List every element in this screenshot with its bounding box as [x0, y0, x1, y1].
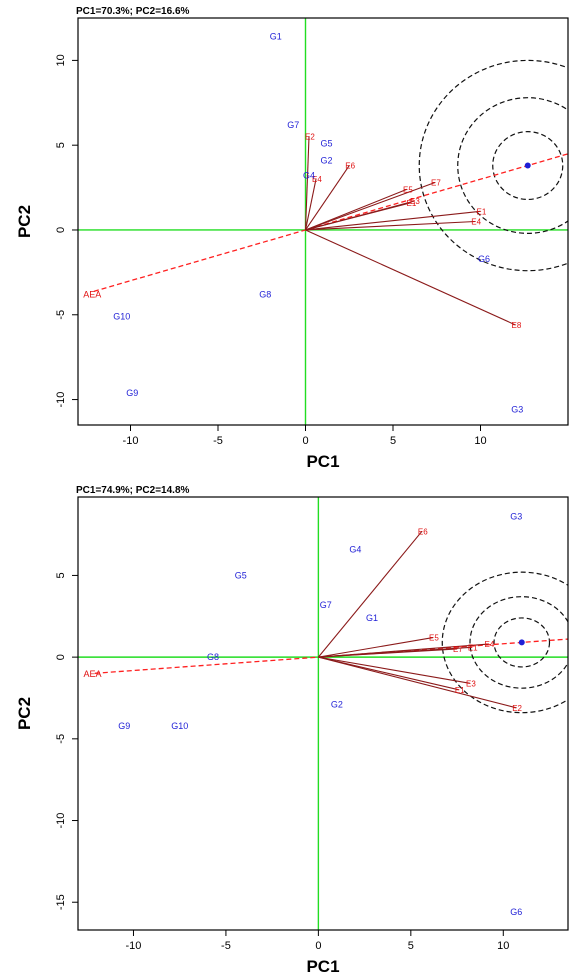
x-axis-label: PC1: [306, 452, 339, 471]
genotype-label: G4: [303, 171, 315, 181]
environment-label: E1: [407, 199, 417, 208]
y-tick-label: 0: [55, 227, 67, 233]
environment-label: E2: [512, 704, 522, 713]
concentric-circle-2: [469, 596, 568, 689]
genotype-label: G3: [510, 512, 522, 522]
plot-frame: [77, 496, 569, 931]
x-axis-label: PC1: [306, 957, 339, 976]
aea-label: AEA: [83, 289, 101, 299]
y-tick-label: -5: [55, 310, 67, 320]
x-tick-label: -5: [213, 435, 223, 447]
y-tick-label: -10: [55, 392, 67, 408]
environment-vector: [318, 646, 472, 658]
environment-vector: [317, 530, 423, 658]
y-tick-label: -10: [55, 813, 67, 829]
environment-label: E5: [429, 634, 439, 643]
plot-area: E2E4E6E5E7E1E3E1E4E8G1G7G5G2G4G6G8G10G9G…: [78, 18, 568, 425]
environment-label: E4: [471, 218, 481, 227]
x-tick-label: 10: [474, 435, 486, 447]
environment-label: E8: [512, 321, 522, 330]
environment-label: E3: [410, 197, 420, 206]
environment-vector: [305, 229, 516, 326]
y-tick-label: 5: [55, 572, 67, 578]
genotype-label: G3: [511, 405, 523, 415]
aea-label: AEA: [84, 669, 102, 679]
concentric-circle-2: [457, 97, 568, 234]
genotype-label: G7: [320, 600, 332, 610]
y-tick-label: 5: [55, 142, 67, 148]
chart-title: PC1=74.9%; PC2=14.8%: [76, 485, 190, 496]
environment-vector: [304, 178, 317, 231]
environment-vector: [305, 165, 350, 231]
x-tick-label: 0: [315, 940, 321, 952]
plot-frame: [77, 17, 569, 426]
environment-label: E7: [431, 178, 441, 187]
x-tick-label: -5: [221, 940, 231, 952]
environment-label: E7: [453, 645, 463, 654]
environment-vector: [318, 656, 471, 684]
environment-vector: [305, 200, 415, 231]
genotype-label: G10: [171, 721, 188, 731]
genotype-label: G4: [349, 544, 361, 554]
concentric-circle-3: [418, 59, 568, 272]
y-tick-label: -5: [55, 734, 67, 744]
ideal-point-marker: [518, 639, 525, 646]
y-tick-label: 10: [55, 54, 67, 66]
y-tick-label: 0: [55, 654, 67, 660]
environment-vector: [318, 636, 434, 658]
genotype-label: G2: [331, 700, 343, 710]
genotype-label: G9: [118, 721, 130, 731]
genotype-label: G1: [270, 32, 282, 42]
y-tick-label: -15: [55, 894, 67, 910]
genotype-label: G8: [259, 289, 271, 299]
concentric-circle-1: [492, 131, 564, 201]
environment-label: E3: [466, 679, 476, 688]
environment-label: E5: [403, 185, 413, 194]
genotype-label: G5: [320, 138, 332, 148]
genotype-label: G9: [126, 388, 138, 398]
environment-vector: [305, 181, 436, 231]
genotype-label: G6: [510, 907, 522, 917]
biplot-panel-1: PC1=70.3%; PC2=16.6%E2E4E6E5E7E1E3E1E4E8…: [15, 6, 569, 471]
environment-label: E2: [305, 133, 315, 142]
genotype-label: G10: [113, 311, 130, 321]
x-tick-label: 5: [390, 435, 396, 447]
environment-vector: [305, 220, 476, 231]
average-environment-axis: [93, 153, 568, 292]
environment-vector: [318, 656, 517, 709]
environment-vector: [304, 136, 310, 230]
y-axis-label: PC2: [15, 205, 34, 238]
environment-label: E4: [484, 640, 494, 649]
environment-label: E1: [477, 207, 487, 216]
environment-label: E1: [455, 686, 465, 695]
environment-label: E6: [418, 527, 428, 536]
x-tick-label: 5: [408, 940, 414, 952]
x-tick-label: 0: [302, 435, 308, 447]
genotype-label: G8: [207, 652, 219, 662]
environment-vector: [305, 210, 481, 231]
chart-title: PC1=70.3%; PC2=16.6%: [76, 6, 190, 17]
concentric-circle-3: [441, 571, 568, 714]
environment-label: E6: [345, 162, 355, 171]
x-tick-label: -10: [126, 940, 142, 952]
concentric-circle-1: [493, 617, 551, 668]
genotype-label: G6: [478, 254, 490, 264]
x-tick-label: 10: [497, 940, 509, 952]
genotype-label: G1: [366, 613, 378, 623]
y-axis-label: PC2: [15, 697, 34, 730]
ideal-point-marker: [524, 162, 531, 169]
genotype-label: G5: [235, 570, 247, 580]
x-tick-label: -10: [123, 435, 139, 447]
environment-label: E1: [468, 643, 478, 652]
genotype-label: G2: [320, 155, 332, 165]
environment-label: E4: [312, 175, 322, 184]
genotype-label: G7: [287, 120, 299, 130]
